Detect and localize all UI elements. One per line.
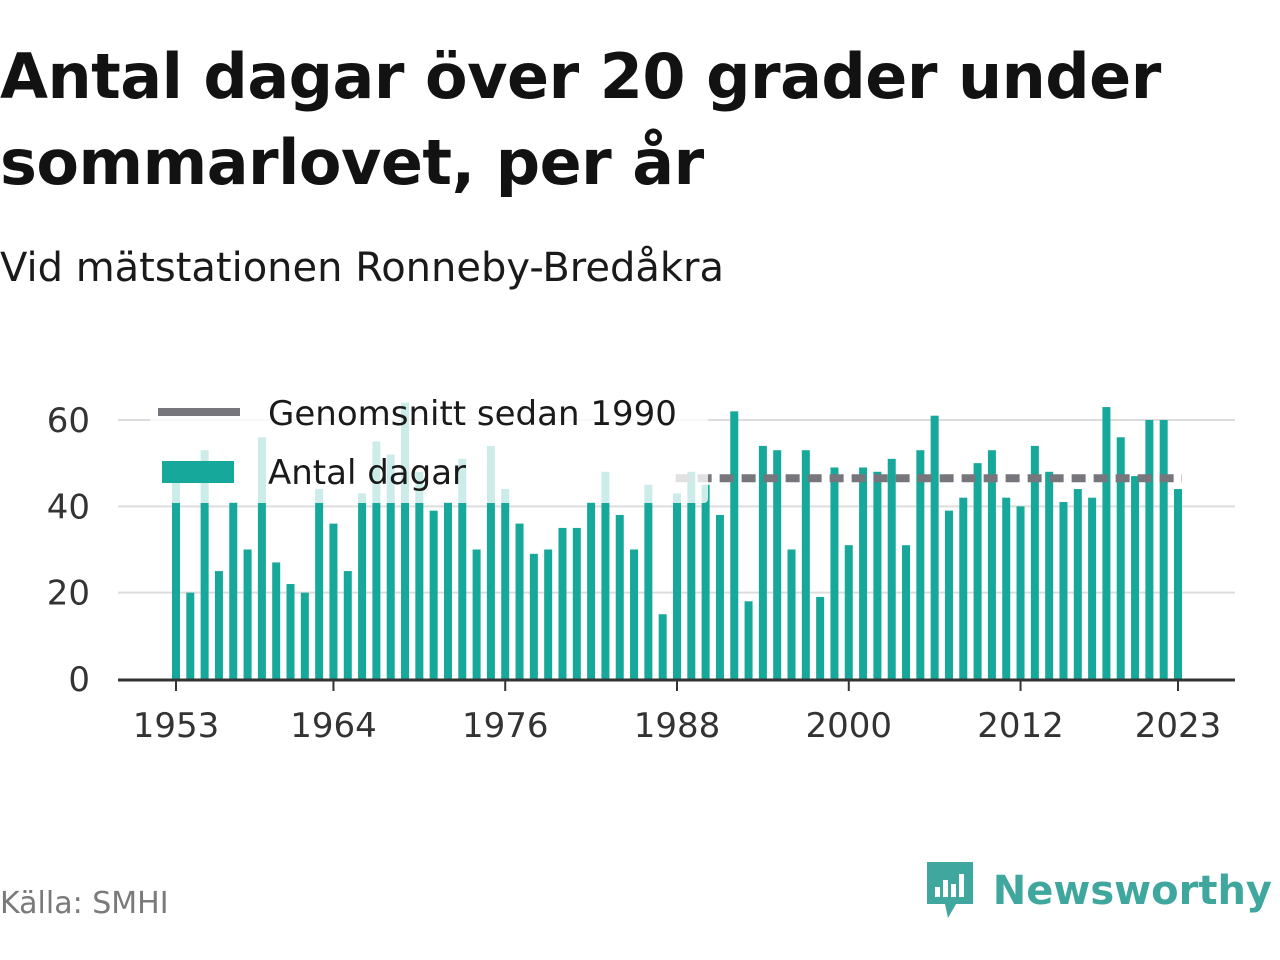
bar [787,549,796,679]
y-tick-label: 0 [68,660,90,700]
bar [200,450,209,679]
bar [987,450,996,679]
bar [1030,445,1039,679]
bar [1002,497,1011,679]
bar [615,514,624,679]
bar [816,596,825,679]
bar [758,445,767,679]
y-tick-label: 40 [47,487,90,527]
bar [959,497,968,679]
bar [229,502,238,679]
bar [801,450,810,679]
y-tick-label: 60 [47,401,90,441]
bar [472,549,481,679]
bar [1102,407,1111,679]
bar [401,402,410,679]
newsworthy-logo-icon [926,862,973,918]
x-tick-label: 2023 [1135,706,1222,746]
bar [1059,502,1068,679]
source-note: Källa: SMHI [0,886,169,921]
bar [873,471,882,679]
x-tick-label: 1953 [133,706,220,746]
bar [1088,497,1097,679]
bars [172,402,1182,679]
bar [773,450,782,679]
bar [859,467,868,679]
bar [544,549,553,679]
bar [1116,437,1125,679]
bar [587,502,596,679]
bar [944,510,953,679]
bar [529,553,538,679]
bar [1045,471,1054,679]
bar [386,454,395,679]
bar [744,601,753,679]
brand-logo: Newsworthy [925,860,1272,922]
bar [429,510,438,679]
bar [515,523,524,679]
x-tick-label: 1964 [290,706,377,746]
bar [443,502,452,679]
legend-bars-swatch [162,461,234,483]
brand-name: Newsworthy [992,868,1272,914]
bar [186,592,195,679]
bar [930,415,939,679]
bar [1016,506,1025,679]
legend-background [150,385,708,503]
bar [601,471,610,679]
bar [630,549,639,679]
bar [257,437,266,679]
bar [1159,420,1168,679]
bar [572,527,581,679]
bar [687,471,696,679]
bar [343,571,352,679]
bar [1073,489,1082,679]
bar [558,527,567,679]
bar [315,489,324,679]
bar [673,493,681,679]
bar [243,549,252,679]
bar [1131,476,1140,679]
legend-bars-label: Antal dagar [268,453,466,493]
chart-title: Antal dagar över 20 grader under sommarl… [0,40,1161,199]
bar [300,592,309,679]
bar [372,441,381,679]
x-tick-label: 1988 [634,706,721,746]
bar [329,523,338,679]
bar [902,545,911,679]
bar [701,484,710,679]
legend: Genomsnitt sedan 1990 Antal dagar [150,385,708,503]
bar [501,489,510,679]
axes: 0 20 40 60 1953 1964 1976 1988 2000 2012 2023 [47,401,1235,746]
bar [715,514,724,679]
bar [644,484,653,679]
bar [844,545,853,679]
bar [887,458,896,679]
y-tick-label: 20 [47,574,90,614]
bar [973,463,982,679]
bar [1145,420,1154,679]
x-tick-label: 2012 [977,706,1064,746]
bar [916,450,925,679]
x-tick-label: 2000 [806,706,893,746]
chart-subtitle: Vid mätstationen Ronneby-Bredåkra [0,245,724,291]
bar [1174,489,1182,679]
bar [272,562,281,679]
bar [458,458,467,679]
bar [172,471,180,679]
bar [486,445,495,679]
bar [286,584,295,679]
bar [658,614,667,679]
bar [214,571,223,679]
bar [730,411,739,679]
bar [415,471,424,679]
bar [358,493,367,679]
bar [830,467,839,679]
legend-average-label: Genomsnitt sedan 1990 [268,394,677,434]
x-tick-label: 1976 [462,706,549,746]
